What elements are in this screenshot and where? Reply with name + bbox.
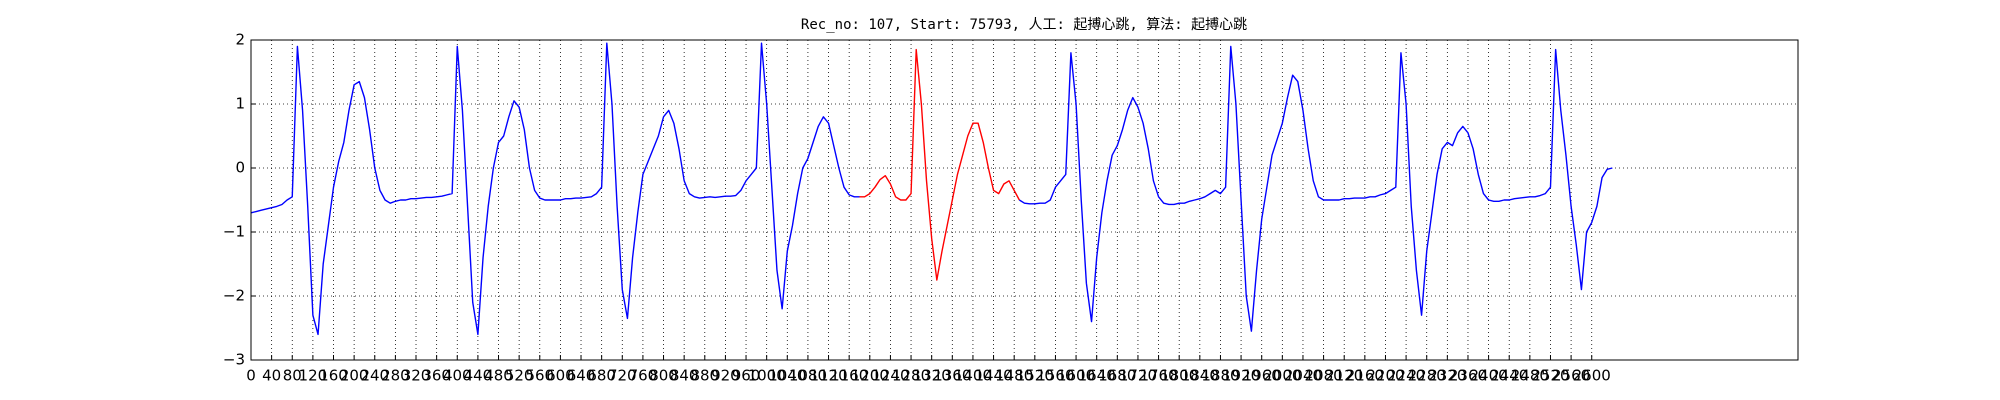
x-tick-label: 880 [690,367,719,385]
x-tick-label: 2160 [1346,367,1384,385]
series-line [859,48,1020,281]
x-tick-label: 680 [587,367,616,385]
x-tick-label: 160 [319,367,348,385]
x-tick-label: 960 [732,367,761,385]
x-tick-label: 1920 [1222,367,1260,385]
x-tick-label: 1480 [995,367,1033,385]
x-tick-label: 400 [443,367,472,385]
x-tick-label: 1520 [1016,367,1054,385]
x-tick-label: 520 [505,367,534,385]
x-tick-label: 1840 [1181,367,1219,385]
x-tick-label: 320 [402,367,431,385]
x-tick-label: 1640 [1078,367,1116,385]
y-tick-label: −1 [223,223,245,241]
x-tick-label: 2200 [1366,367,1404,385]
x-tick-label: 440 [464,367,493,385]
x-tick-label: 600 [546,367,575,385]
x-tick-label: 2040 [1284,367,1322,385]
x-tick-label: 2480 [1511,367,1549,385]
x-tick-label: 1160 [830,367,868,385]
x-tick-label: 2000 [1263,367,1301,385]
x-tick-label: 1760 [1139,367,1177,385]
x-tick-label: 2080 [1304,367,1342,385]
x-tick-label: 1080 [789,367,827,385]
x-tick-label: 2120 [1325,367,1363,385]
x-tick-label: 920 [711,367,740,385]
x-tick-label: 1200 [851,367,889,385]
x-tick-label: 2240 [1387,367,1425,385]
x-tick-label: 240 [360,367,389,385]
x-tick-label: 2280 [1408,367,1446,385]
y-tick-label: −3 [223,351,245,369]
x-tick-label: 1960 [1243,367,1281,385]
x-tick-label: 1280 [892,367,930,385]
x-tick-label: 1040 [768,367,806,385]
chart-title: Rec_no: 107, Start: 75793, 人工: 起搏心跳, 算法:… [801,16,1247,33]
x-tick-label: 1440 [974,367,1012,385]
x-tick-label: 280 [381,367,410,385]
x-tick-label: 200 [340,367,369,385]
x-tick-label: 2600 [1573,367,1611,385]
x-tick-label: 1800 [1160,367,1198,385]
x-tick-label: 760 [629,367,658,385]
x-tick-label: 840 [670,367,699,385]
x-tick-label: 1600 [1057,367,1095,385]
x-tick-label: 1880 [1201,367,1239,385]
x-tick-label: 800 [649,367,678,385]
series-line [250,42,1613,336]
x-tick-label: 120 [299,367,328,385]
x-tick-label: 0 [246,367,256,385]
x-tick-label: 80 [283,367,302,385]
x-tick-label: 560 [525,367,554,385]
y-tick-label: 2 [235,31,245,49]
x-tick-label: 640 [567,367,596,385]
x-tick-label: 2360 [1449,367,1487,385]
x-tick-label: 40 [262,367,281,385]
x-tick-label: 720 [608,367,637,385]
x-tick-label: 360 [422,367,451,385]
x-tick-label: 1240 [871,367,909,385]
x-tick-label: 1680 [1098,367,1136,385]
x-tick-label: 2520 [1531,367,1569,385]
x-tick-label: 1560 [1036,367,1074,385]
x-tick-label: 2320 [1428,367,1466,385]
x-tick-label: 1120 [809,367,847,385]
x-tick-label: 1400 [954,367,992,385]
x-tick-label: 1360 [933,367,971,385]
x-tick-label: 2440 [1490,367,1528,385]
x-tick-label: 1000 [748,367,786,385]
y-tick-label: 0 [235,159,245,177]
x-tick-label: 480 [484,367,513,385]
x-tick-label: 1720 [1119,367,1157,385]
x-tick-label: 2400 [1470,367,1508,385]
x-tick-label: 2560 [1552,367,1590,385]
x-tick-label: 1320 [913,367,951,385]
y-tick-label: 1 [235,95,245,113]
y-tick-label: −2 [223,287,245,305]
plot-frame [250,39,1799,361]
